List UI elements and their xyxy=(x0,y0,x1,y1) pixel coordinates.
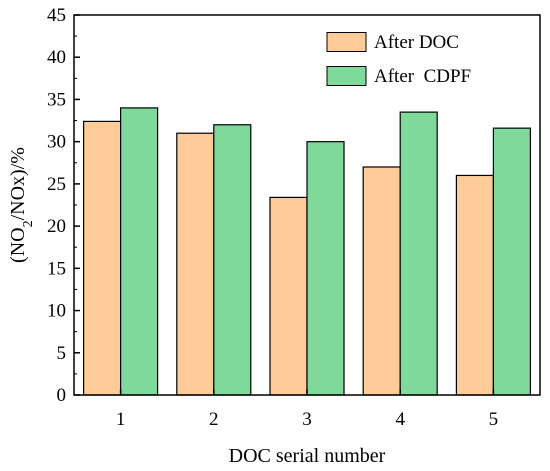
y-tick-label: 35 xyxy=(47,89,66,110)
legend: After DOC After CDPF xyxy=(326,32,471,87)
bar-after-cdpf-3 xyxy=(306,141,345,396)
y-tick-label: 10 xyxy=(47,301,66,322)
y-tick-label: 0 xyxy=(57,385,67,406)
x-tick-label: 4 xyxy=(395,409,405,430)
bar-after-doc-2 xyxy=(176,132,215,396)
bar-after-doc-3 xyxy=(269,196,308,396)
y-tick-label: 30 xyxy=(47,132,66,153)
x-tick-label: 2 xyxy=(209,409,219,430)
x-tick-label: 1 xyxy=(116,409,126,430)
y-tick-label: 15 xyxy=(47,258,66,279)
bar-after-cdpf-4 xyxy=(399,111,438,396)
bar-after-cdpf-5 xyxy=(492,127,531,396)
x-axis-title: DOC serial number xyxy=(229,445,386,467)
bar-after-doc-4 xyxy=(362,166,401,396)
x-tick-label: 5 xyxy=(489,409,499,430)
bar-after-cdpf-1 xyxy=(119,107,159,396)
y-axis-title: (NO2/NOx)/% xyxy=(7,147,36,263)
bar-after-doc-5 xyxy=(455,174,494,396)
legend-label-after-doc: After DOC xyxy=(374,32,459,53)
legend-swatch-after-doc xyxy=(326,32,367,52)
y-tick-label: 40 xyxy=(47,47,66,68)
y-tick-label: 20 xyxy=(47,216,66,237)
legend-label-after-cdpf: After CDPF xyxy=(374,66,471,87)
y-tick-label: 5 xyxy=(57,343,67,364)
y-tick-label: 25 xyxy=(47,174,66,195)
y-axis-title-subscript: 2 xyxy=(21,220,36,227)
y-tick-label: 45 xyxy=(47,5,66,26)
y-axis-title-suffix: /NOx)/% xyxy=(7,147,29,220)
bars-group xyxy=(82,107,531,396)
y-axis-title-prefix: (NO xyxy=(7,227,29,263)
x-axis: 1 2 3 4 5 xyxy=(116,389,498,430)
legend-swatch-after-cdpf xyxy=(326,66,367,86)
x-tick-label: 3 xyxy=(302,409,312,430)
bar-after-cdpf-2 xyxy=(213,124,252,396)
y-axis: 0 5 10 15 20 25 30 35 40 45 xyxy=(47,5,80,406)
bar-after-doc-1 xyxy=(82,120,122,396)
